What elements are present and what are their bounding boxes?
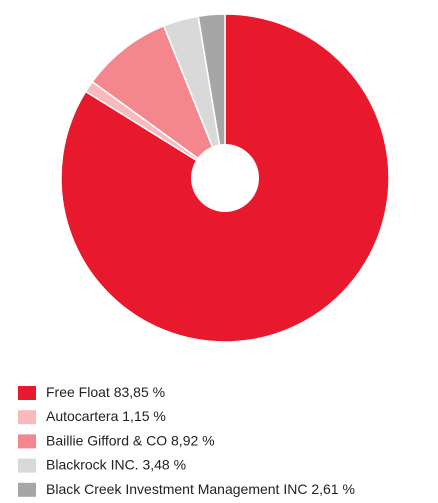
pie-hole xyxy=(191,144,259,212)
legend-name: Black Creek Investment Management INC xyxy=(46,481,307,497)
legend-label: Blackrock INC. 3,48 % xyxy=(46,456,186,472)
legend-value: 2,61 % xyxy=(311,481,355,497)
legend-swatch xyxy=(18,410,36,425)
legend-value: 1,15 % xyxy=(122,408,166,424)
legend-name: Free Float xyxy=(46,384,110,400)
legend-value: 3,48 % xyxy=(142,456,186,472)
legend-swatch xyxy=(18,482,36,497)
legend-value: 8,92 % xyxy=(171,432,215,448)
legend-name: Autocartera xyxy=(46,408,119,424)
legend-label: Autocartera 1,15 % xyxy=(46,408,166,424)
legend-label: Free Float 83,85 % xyxy=(46,384,165,400)
legend-swatch xyxy=(18,386,36,400)
pie-slice xyxy=(91,24,227,181)
legend-swatch xyxy=(18,458,36,473)
pie-slice xyxy=(197,13,226,179)
legend-label: Black Creek Investment Management INC 2,… xyxy=(46,481,355,497)
legend-value: 83,85 % xyxy=(114,384,165,400)
legend-name: Baillie Gifford & CO xyxy=(46,432,167,448)
legend-label: Baillie Gifford & CO 8,92 % xyxy=(46,432,215,448)
legend-swatch xyxy=(18,434,36,449)
legend-name: Blackrock INC. xyxy=(46,456,139,472)
